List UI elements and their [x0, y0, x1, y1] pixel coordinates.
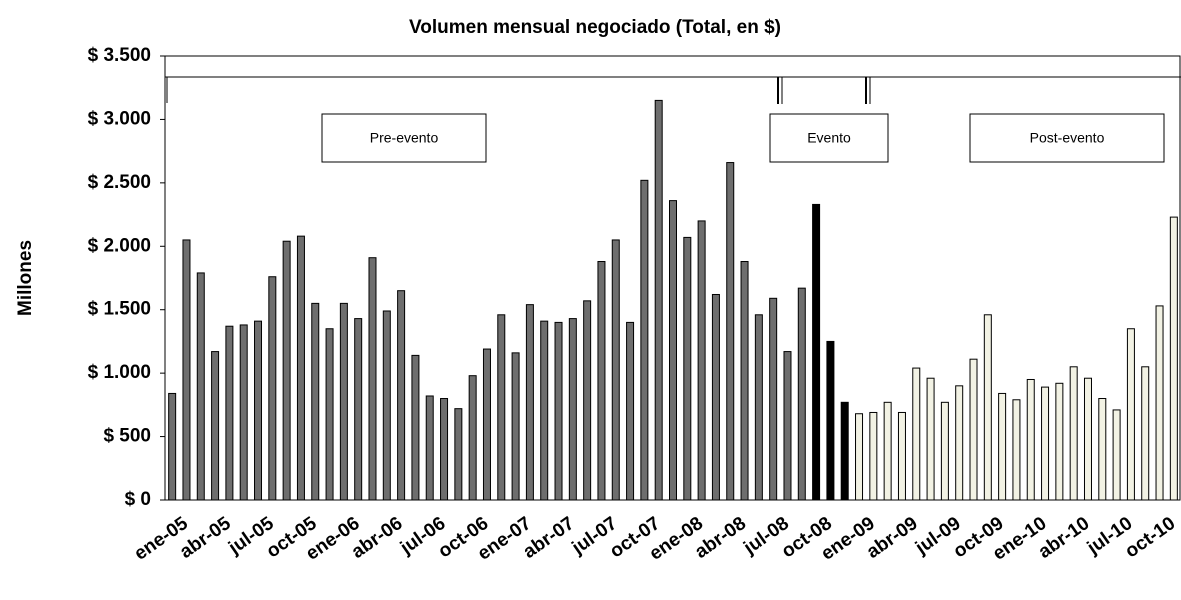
y-tick-label: $ 500 — [103, 426, 151, 447]
bar — [640, 179, 649, 501]
bar — [683, 236, 692, 501]
bar — [568, 318, 577, 501]
annotation: Evento — [807, 130, 851, 146]
bar — [254, 320, 263, 501]
bar — [468, 375, 477, 501]
bar — [211, 351, 220, 501]
bar — [339, 302, 348, 501]
bar — [239, 324, 248, 501]
bar — [654, 99, 663, 501]
bar — [955, 385, 964, 501]
bar — [525, 304, 534, 501]
bar — [1083, 377, 1092, 501]
bar — [611, 239, 620, 501]
y-tick-label: $ 3.000 — [88, 108, 151, 129]
bar — [797, 287, 806, 501]
bar — [1141, 366, 1150, 501]
bar — [998, 392, 1007, 501]
bar — [840, 401, 849, 501]
bar — [1026, 378, 1035, 501]
bar — [669, 200, 677, 501]
y-tick-label: $ 3.500 — [88, 45, 151, 66]
bar — [168, 392, 177, 501]
bar — [969, 358, 978, 501]
bar — [926, 377, 935, 501]
bar — [769, 297, 778, 501]
annotation: Post-evento — [1030, 130, 1105, 146]
bar — [311, 302, 320, 501]
bar — [1041, 386, 1050, 501]
annotation: Pre-evento — [370, 130, 439, 146]
y-tick-label: $ 2.000 — [88, 235, 151, 256]
bar — [597, 261, 606, 501]
bar — [1126, 328, 1135, 501]
bar — [897, 411, 906, 501]
bar — [626, 321, 635, 501]
bar — [855, 413, 864, 501]
bar — [397, 290, 406, 501]
bar — [1012, 399, 1021, 501]
bar — [282, 240, 291, 501]
bar — [1112, 409, 1121, 501]
bar — [268, 276, 277, 501]
bar — [883, 401, 892, 501]
bar — [983, 314, 992, 501]
period-brackets — [165, 76, 1181, 163]
y-tick-label: $ 1.000 — [88, 362, 151, 383]
bar — [540, 320, 549, 501]
bar — [1055, 382, 1064, 501]
bar — [826, 340, 835, 501]
bar — [554, 321, 563, 501]
bar — [1169, 216, 1178, 501]
bar — [296, 235, 305, 501]
y-tick-label: $ 0 — [125, 489, 151, 510]
bar — [497, 314, 506, 501]
bar — [511, 352, 520, 501]
bar — [754, 314, 763, 501]
y-axis-label: Millones — [15, 240, 36, 316]
bar — [1098, 398, 1107, 501]
bar — [740, 261, 749, 501]
x-tick-label: oct-10 — [1121, 513, 1179, 562]
bar — [697, 220, 706, 501]
bar — [411, 354, 420, 501]
bar — [1069, 366, 1078, 501]
bar — [940, 401, 949, 501]
bar — [440, 398, 449, 501]
y-tick-label: $ 2.500 — [88, 172, 151, 193]
bar — [368, 257, 377, 501]
bar — [583, 300, 592, 501]
bar — [382, 310, 391, 501]
bar — [869, 411, 878, 501]
bar — [225, 325, 234, 501]
bar — [482, 348, 491, 501]
bar — [812, 203, 821, 501]
y-tick-label: $ 1.500 — [88, 299, 151, 320]
bar — [454, 408, 463, 501]
bar — [354, 318, 363, 501]
bar — [726, 162, 735, 501]
bar — [783, 351, 792, 501]
bar — [711, 293, 720, 501]
bar — [1155, 305, 1164, 501]
chart-title: Volumen mensual negociado (Total, en $) — [409, 17, 781, 38]
bar — [196, 272, 205, 501]
bar — [182, 239, 191, 501]
bar — [325, 328, 334, 501]
bar — [912, 367, 921, 501]
bar — [425, 395, 434, 501]
